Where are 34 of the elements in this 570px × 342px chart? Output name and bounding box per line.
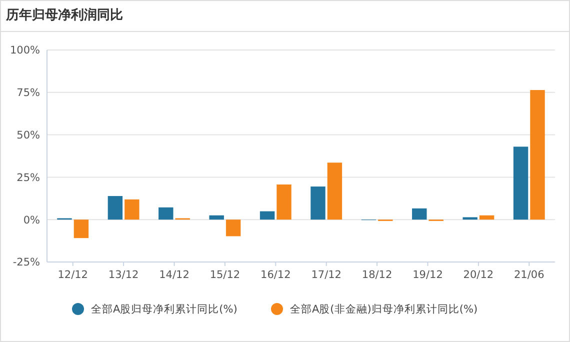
x-tick-label: 16/12 bbox=[260, 269, 291, 281]
y-tick-label: 75% bbox=[16, 87, 40, 100]
bar bbox=[513, 146, 528, 220]
bar bbox=[479, 215, 494, 220]
x-tick-label: 13/12 bbox=[108, 269, 139, 281]
bar bbox=[108, 196, 123, 220]
y-tick-label: 50% bbox=[16, 129, 40, 142]
legend-label: 全部A股归母净利累计同比(%) bbox=[91, 302, 238, 316]
x-tick-label: 15/12 bbox=[210, 269, 240, 281]
x-tick-label: 20/12 bbox=[463, 269, 494, 281]
x-tick-label: 14/12 bbox=[159, 269, 190, 281]
bar bbox=[226, 220, 241, 236]
bar bbox=[124, 199, 140, 220]
x-tick-label: 12/12 bbox=[58, 269, 88, 281]
bar bbox=[158, 207, 174, 220]
legend-label: 全部A股(非金融)归母净利累计同比(%) bbox=[290, 302, 478, 316]
x-tick-label: 19/12 bbox=[412, 269, 443, 281]
x-tick-label: 21/06 bbox=[514, 269, 545, 281]
bar bbox=[530, 90, 545, 220]
bar bbox=[327, 162, 342, 220]
chart-title: 历年归母净利润同比 bbox=[5, 7, 123, 23]
y-tick-label: 100% bbox=[10, 44, 40, 57]
y-tick-label: 25% bbox=[16, 172, 40, 184]
y-tick-label: -25% bbox=[12, 256, 40, 269]
bar bbox=[260, 211, 275, 220]
x-tick-label: 18/12 bbox=[362, 269, 392, 281]
bar bbox=[462, 217, 478, 220]
bar bbox=[74, 220, 89, 238]
bar bbox=[276, 184, 292, 220]
bar bbox=[209, 215, 224, 220]
bar bbox=[412, 208, 427, 220]
y-tick-label: 0% bbox=[23, 214, 40, 226]
bar bbox=[310, 186, 326, 220]
x-tick-label: 17/12 bbox=[311, 269, 342, 281]
